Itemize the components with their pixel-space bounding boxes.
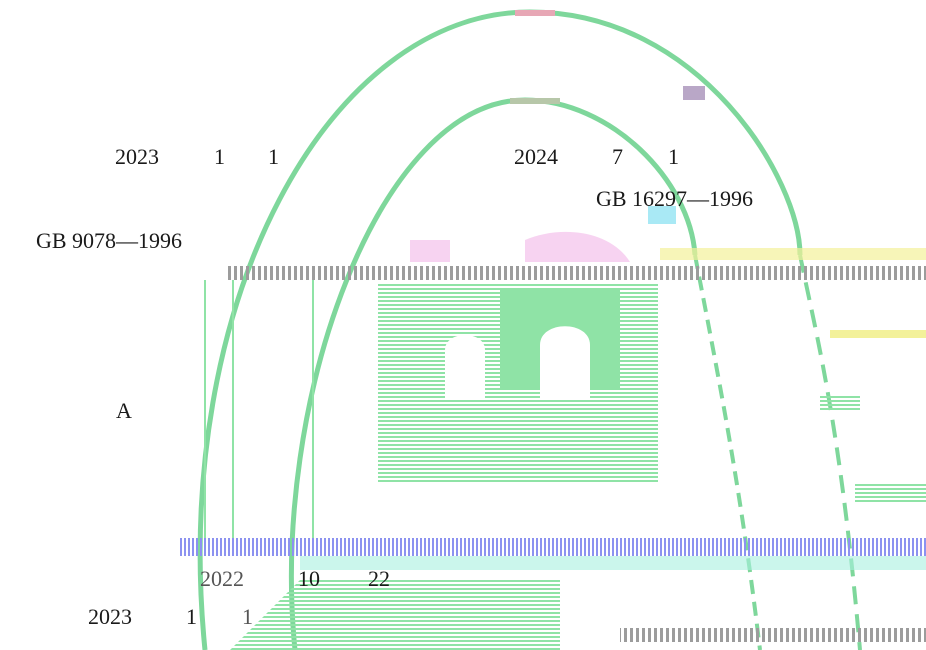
dash-left-2 [232,280,236,540]
date-4-day: 1 [242,604,253,629]
door-right [540,326,590,400]
door-left [445,335,485,400]
date-1-day: 1 [268,144,279,169]
outer-arc-right [798,254,862,650]
cyan-band [300,556,926,570]
date-2-month: 7 [612,144,623,169]
arc-accent-cyan [648,206,676,224]
dash-left-1 [204,280,208,540]
frag-right-1 [820,395,860,411]
standard-code-2: GB 9078—1996 [36,228,183,253]
date-3-year: 2022 [200,566,244,591]
yellow-strip-2 [830,330,926,338]
letter-a: A [116,398,132,423]
inner-arc-right [693,254,762,650]
arc-accent-right [683,86,705,100]
frag-right-2 [855,482,926,502]
arc-accent-inner [510,98,560,104]
dash-left-3 [312,280,316,540]
pink-block [410,240,450,262]
bottom-ground [230,580,560,650]
standard-code-1: GB 16297—1996 [596,186,754,211]
date-3-day: 22 [368,566,390,591]
grey-band [228,266,926,280]
blue-band [178,538,926,556]
outer-arc [197,9,803,650]
inner-arc [289,97,698,650]
date-1-month: 1 [214,144,225,169]
date-2-year: 2024 [514,144,558,169]
date-3-month: 10 [298,566,320,591]
date-4-month: 1 [186,604,197,629]
arc-accent-top [515,10,555,16]
date-1-year: 2023 [115,144,159,169]
pink-dome [525,231,630,262]
date-2-day: 1 [668,144,679,169]
bottom-grey [620,628,926,642]
yellow-strip [660,248,926,260]
date-4-year: 2023 [88,604,132,629]
